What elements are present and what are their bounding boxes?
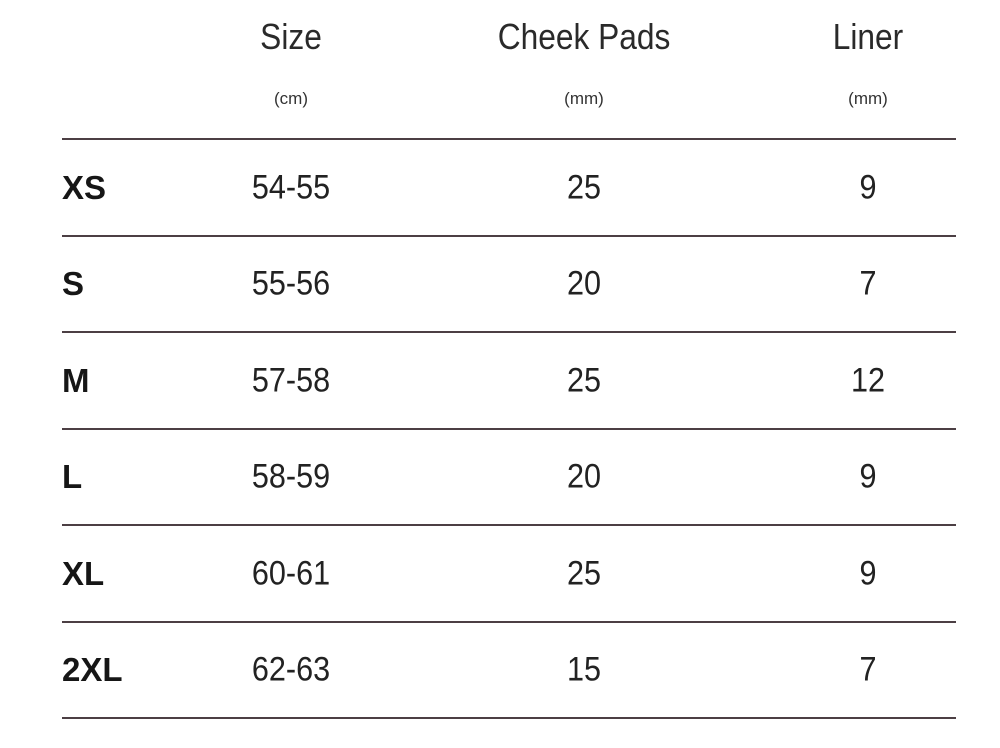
liner-value: 12: [850, 361, 886, 399]
size-label: M: [62, 361, 90, 399]
liner-value: 9: [859, 457, 877, 496]
cheek-pads-value: 15: [566, 650, 602, 689]
row-divider: [62, 331, 956, 333]
table-row: XL 60-61 25 9: [0, 526, 1000, 621]
header-cheek-pads-unit: (mm): [564, 89, 604, 108]
cheek-pads-value: 20: [566, 457, 602, 496]
size-label: XL: [62, 554, 105, 592]
cheek-pads-value: 25: [566, 168, 602, 206]
table-row: L 58-59 20 9: [0, 430, 1000, 524]
header-size-unit: (cm): [274, 89, 308, 108]
header-liner: Liner: [832, 16, 904, 57]
row-divider: [62, 428, 956, 430]
row-divider: [62, 138, 956, 140]
liner-value: 7: [859, 650, 877, 689]
size-cm-value: 60-61: [251, 554, 331, 592]
size-label: XS: [62, 168, 107, 206]
size-label: 2XL: [62, 651, 123, 688]
header-cheek-pads: Cheek Pads: [497, 16, 671, 57]
header-size: Size: [260, 16, 322, 57]
size-label: S: [62, 265, 85, 302]
size-cm-value: 62-63: [251, 650, 331, 689]
size-cm-value: 57-58: [251, 361, 331, 399]
row-divider: [62, 235, 956, 237]
size-cm-value: 58-59: [251, 457, 331, 496]
cheek-pads-value: 25: [566, 554, 602, 592]
size-label: L: [62, 458, 83, 495]
row-divider: [62, 717, 956, 719]
header-liner-unit: (mm): [848, 89, 888, 108]
size-cm-value: 55-56: [251, 264, 331, 303]
table-row: 2XL 62-63 15 7: [0, 623, 1000, 717]
size-cm-value: 54-55: [251, 168, 331, 206]
liner-value: 9: [859, 554, 877, 592]
row-divider: [62, 524, 956, 526]
cheek-pads-value: 25: [566, 361, 602, 399]
liner-value: 7: [859, 264, 877, 303]
table-row: S 55-56 20 7: [0, 237, 1000, 331]
cheek-pads-value: 20: [566, 264, 602, 303]
table-row: XS 54-55 25 9: [0, 140, 1000, 235]
table-row: M 57-58 25 12: [0, 333, 1000, 428]
row-divider: [62, 621, 956, 623]
liner-value: 9: [859, 168, 877, 206]
